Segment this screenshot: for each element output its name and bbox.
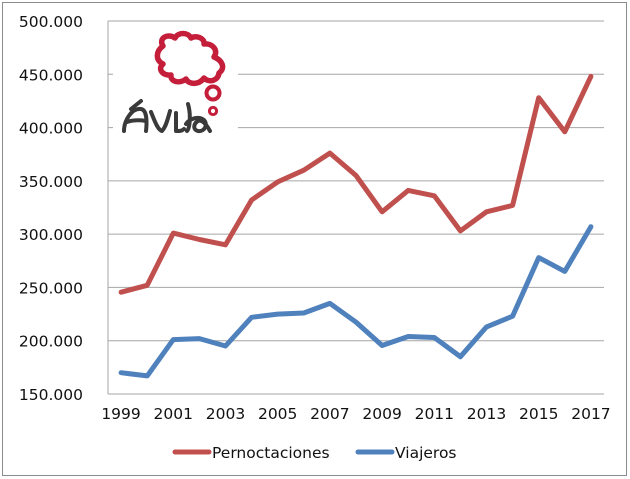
y-tick-label: 300.000	[19, 226, 83, 244]
legend-label-pernoctaciones: Pernoctaciones	[212, 444, 330, 462]
x-tick-label: 2017	[571, 405, 610, 423]
legend-item-pernoctaciones[interactable]: Pernoctaciones	[172, 444, 330, 462]
y-tick-label: 500.000	[19, 13, 83, 31]
avila-logo	[113, 25, 238, 138]
x-tick-label: 1999	[101, 405, 140, 423]
legend-item-viajeros[interactable]: Viajeros	[355, 444, 457, 462]
x-tick-label: 2003	[206, 405, 245, 423]
x-tick-label: 2009	[362, 405, 401, 423]
thought-bubble-small-icon	[207, 105, 219, 117]
x-tick-label: 2005	[258, 405, 297, 423]
thought-bubble-large-icon	[204, 84, 222, 102]
x-tick-label: 2011	[415, 405, 454, 423]
y-tick-label: 350.000	[19, 173, 83, 191]
cloud-icon	[154, 30, 226, 87]
legend: Pernoctaciones Viajeros	[172, 444, 457, 462]
legend-label-viajeros: Viajeros	[395, 444, 457, 462]
y-tick-label: 400.000	[19, 120, 83, 138]
y-axis-tick-labels: 500.000 450.000 400.000 350.000 300.000 250.0…	[19, 13, 83, 404]
y-tick-label: 150.000	[19, 386, 83, 404]
y-tick-label: 200.000	[19, 333, 83, 351]
x-axis-tick-labels: 1999 2001 2003 2005 2007 2009 2011 2013 2015 2017	[101, 405, 610, 423]
logo-text	[122, 99, 212, 134]
x-tick-label: 2007	[310, 405, 349, 423]
x-tick-label: 2013	[467, 405, 506, 423]
x-tick-label: 2001	[154, 405, 193, 423]
series-line-viajeros[interactable]	[118, 224, 594, 379]
x-tick-label: 2015	[519, 405, 558, 423]
y-tick-label: 450.000	[19, 66, 83, 84]
y-tick-label: 250.000	[19, 279, 83, 297]
series-lines	[118, 73, 594, 379]
series-line-pernoctaciones[interactable]	[118, 73, 594, 295]
